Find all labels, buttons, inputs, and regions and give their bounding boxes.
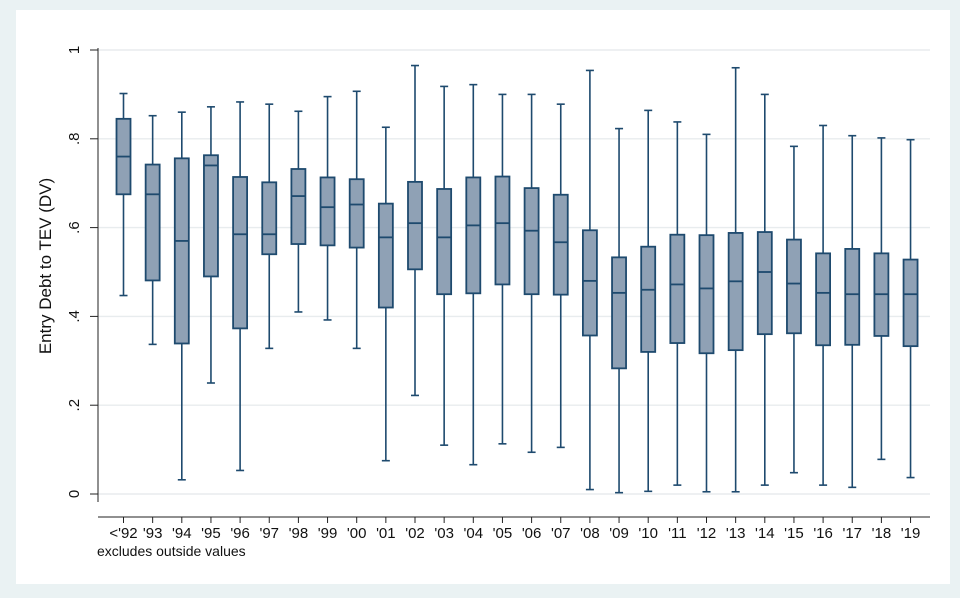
box-body-4 <box>232 176 249 330</box>
x-tick-label-21: '13 <box>726 525 746 542</box>
box-23 <box>786 145 802 474</box>
box-body-19 <box>669 233 686 344</box>
box-6 <box>290 110 307 313</box>
box-body-18 <box>640 245 657 353</box>
y-tick-label-5: 1 <box>66 46 83 54</box>
x-tick-label-26: '18 <box>872 525 892 542</box>
box-4 <box>232 101 249 472</box>
x-tick-label-19: '11 <box>668 525 686 542</box>
x-tick-label-17: '09 <box>609 525 629 542</box>
box-21 <box>727 66 744 493</box>
x-tick-label-27: '19 <box>901 525 921 542</box>
box-plot-chart: 0 .2 .4 .6 .8 1 <'92 '93 '94 '95 '96 '97 '98 '99 '00 '… <box>36 46 930 559</box>
y-axis: 0 .2 .4 .6 .8 1 <box>66 46 99 502</box>
x-tick-label-8: '00 <box>347 525 367 542</box>
box-3 <box>203 106 219 384</box>
box-11 <box>436 85 453 446</box>
box-12 <box>465 83 482 466</box>
y-tick-label-2: .4 <box>66 310 83 323</box>
box-5 <box>261 103 278 350</box>
box-9 <box>377 126 394 462</box>
x-tick-label-24: '16 <box>813 525 833 542</box>
box-25 <box>844 134 861 489</box>
x-tick-label-11: '03 <box>434 525 454 542</box>
box-16 <box>582 69 598 491</box>
box-body-16 <box>582 229 598 337</box>
box-24 <box>815 124 831 486</box>
box-body-23 <box>786 238 802 335</box>
x-tick-label-18: '10 <box>638 525 658 542</box>
box-14 <box>523 93 540 454</box>
x-tick-label-10: '02 <box>405 525 425 542</box>
y-tick-label-0: 0 <box>66 490 83 498</box>
box-series <box>115 64 919 494</box>
box-body-2 <box>173 157 190 345</box>
box-body-8 <box>348 178 365 249</box>
box-7 <box>319 95 336 321</box>
y-axis-title: Entry Debt to TEV (DV) <box>36 178 55 354</box>
x-tick-label-6: '98 <box>289 525 309 542</box>
box-13 <box>494 93 511 445</box>
x-tick-label-12: '04 <box>464 525 484 542</box>
box-2 <box>173 111 190 481</box>
x-tick-label-13: '05 <box>493 525 513 542</box>
box-body-10 <box>407 180 423 271</box>
x-tick-label-16: '08 <box>580 525 600 542</box>
box-0 <box>115 92 132 297</box>
box-body-17 <box>611 256 627 370</box>
x-tick-label-3: '95 <box>201 525 221 542</box>
box-18 <box>640 109 657 493</box>
x-tick-label-9: '01 <box>376 525 396 542</box>
x-tick-label-1: '93 <box>143 525 163 542</box>
box-body-6 <box>290 168 307 245</box>
box-26 <box>873 137 890 461</box>
x-tick-label-5: '97 <box>259 525 279 542</box>
box-body-1 <box>144 163 161 282</box>
box-27 <box>902 138 919 479</box>
box-body-9 <box>377 202 394 309</box>
box-body-7 <box>319 176 336 247</box>
x-tick-label-22: '14 <box>755 525 775 542</box>
x-tick-label-15: '07 <box>551 525 571 542</box>
box-8 <box>348 90 365 350</box>
x-tick-label-23: '15 <box>784 525 804 542</box>
box-22 <box>756 93 773 486</box>
box-15 <box>552 103 569 449</box>
x-tick-label-14: '06 <box>522 525 542 542</box>
x-tick-label-2: '94 <box>172 525 192 542</box>
box-10 <box>407 64 423 397</box>
box-body-20 <box>698 234 715 355</box>
chart-note: excludes outside values <box>97 543 246 559</box>
chart-frame: 0 .2 .4 .6 .8 1 <'92 '93 '94 '95 '96 '97 '98 '99 '00 '… <box>16 10 950 584</box>
box-body-27 <box>902 258 919 348</box>
x-tick-label-25: '17 <box>842 525 862 542</box>
x-tick-label-7: '99 <box>318 525 338 542</box>
x-axis: <'92 '93 '94 '95 '96 '97 '98 '99 '00 '01 '02 '03 '04… <box>98 516 930 542</box>
gridlines <box>98 49 930 495</box>
y-tick-label-4: .8 <box>66 133 83 146</box>
box-body-12 <box>465 176 482 295</box>
x-tick-label-20: '12 <box>697 525 717 542</box>
box-body-11 <box>436 188 453 296</box>
x-tick-label-4: '96 <box>230 525 250 542</box>
x-tick-label-0: <'92 <box>109 525 137 542</box>
box-body-14 <box>523 187 540 296</box>
box-body-24 <box>815 252 831 347</box>
box-19 <box>669 121 686 486</box>
box-body-21 <box>727 232 744 352</box>
box-20 <box>698 133 715 493</box>
box-1 <box>144 114 161 346</box>
box-body-5 <box>261 181 278 256</box>
box-body-22 <box>756 231 773 336</box>
box-body-25 <box>844 248 861 346</box>
y-tick-label-1: .2 <box>66 399 83 412</box>
box-body-13 <box>494 175 511 286</box>
y-tick-label-3: .6 <box>66 221 83 234</box>
box-body-3 <box>203 154 219 278</box>
box-17 <box>611 127 627 494</box>
box-body-15 <box>552 193 569 296</box>
